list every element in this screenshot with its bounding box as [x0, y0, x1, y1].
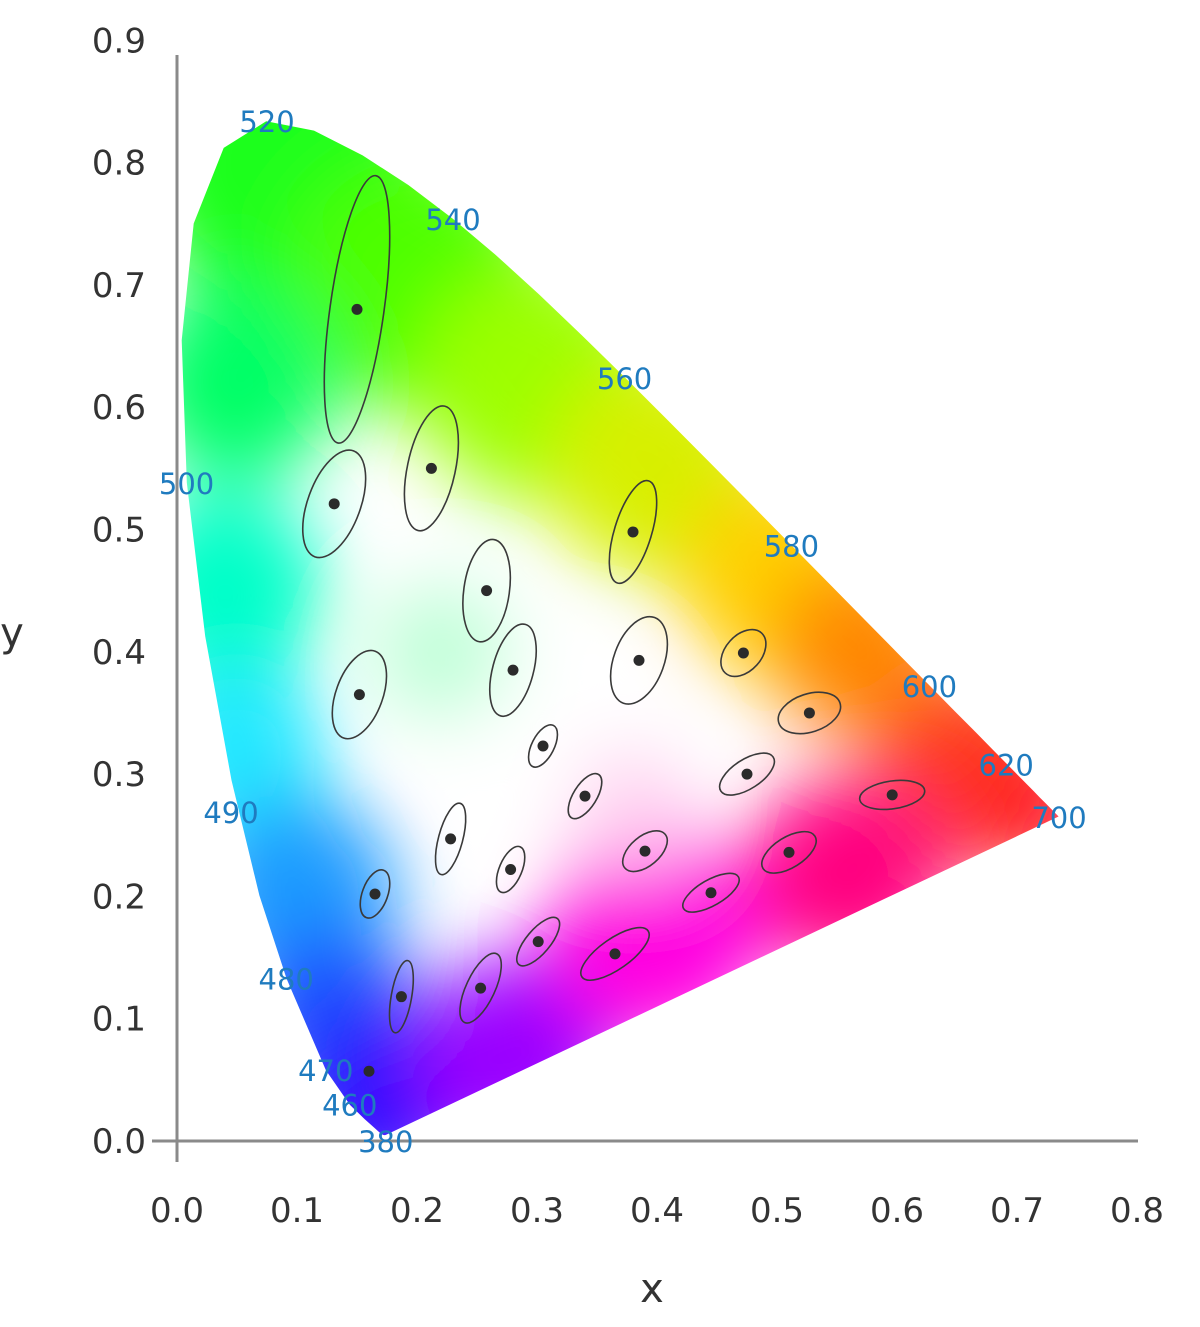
y-tick-label: 0.1: [92, 1000, 146, 1040]
ellipse-center-point: [783, 846, 795, 858]
wavelength-label: 600: [902, 670, 957, 704]
macadam-ellipse: [777, 691, 842, 735]
x-tick-label: 0.3: [510, 1191, 564, 1231]
wavelength-label: 520: [239, 105, 294, 139]
y-tick-label: 0.2: [92, 877, 146, 917]
ellipse-center-point: [425, 462, 437, 474]
ellipse-center-point: [737, 647, 749, 659]
ellipse-center-point: [481, 585, 493, 597]
ellipse-center-point: [741, 768, 753, 780]
wavelength-label: 700: [1031, 801, 1086, 835]
ellipse-center-point: [328, 498, 340, 510]
gamut-color-region: [573, 750, 693, 871]
ellipse-center-point: [445, 833, 457, 845]
ellipse-center-point: [475, 982, 487, 994]
x-tick-label: 0.2: [390, 1191, 444, 1231]
macadam-ellipse: [527, 724, 559, 768]
wavelength-label: 470: [298, 1054, 353, 1088]
ellipse-center-point: [351, 303, 363, 315]
macadam-ellipse: [608, 479, 658, 585]
ellipse-center-point: [633, 654, 645, 666]
macadam-ellipse: [720, 628, 767, 678]
ellipse-center-point: [363, 1065, 375, 1077]
ellipse-center-point: [639, 845, 651, 857]
y-tick-label: 0.4: [92, 633, 146, 673]
macadam-ellipse: [403, 405, 460, 532]
macadam-ellipse: [359, 869, 391, 919]
macadam-ellipse: [459, 952, 503, 1024]
macadam-ellipse: [858, 779, 926, 811]
wavelength-label: 480: [259, 962, 314, 996]
macadam-ellipses: [301, 174, 926, 1077]
wavelength-label: 490: [203, 796, 258, 830]
wavelength-label: 560: [597, 362, 652, 396]
macadam-ellipse: [331, 649, 388, 740]
ellipse-center-point: [532, 936, 544, 948]
ellipse-center-point: [369, 888, 381, 900]
y-tick-label: 0.0: [92, 1122, 146, 1162]
macadam-ellipse: [682, 872, 740, 913]
macadam-ellipse: [567, 772, 603, 820]
macadam-ellipse: [301, 449, 367, 559]
macadam-ellipse: [388, 959, 415, 1034]
ellipse-center-point: [627, 526, 639, 538]
ellipse-center-point: [505, 863, 517, 875]
macadam-ellipse: [761, 830, 817, 874]
ellipse-center-point: [395, 991, 407, 1003]
ellipse-center-point: [705, 887, 717, 899]
ellipse-center-point: [579, 790, 591, 802]
macadam-ellipse: [462, 538, 512, 643]
macadam-ellipse: [323, 174, 391, 444]
ellipse-center-point: [507, 664, 519, 676]
wavelength-label: 540: [425, 203, 480, 237]
macadam-ellipse: [580, 926, 650, 981]
gamut-color-region: [181, 490, 325, 691]
macadam-ellipse: [488, 623, 538, 718]
wavelength-label: 380: [358, 1125, 413, 1159]
macadam-ellipse: [718, 752, 776, 796]
ellipse-center-point: [537, 740, 549, 752]
gamut-color-region: [371, 581, 511, 722]
wavelength-label: 500: [159, 467, 214, 501]
x-tick-label: 0.4: [630, 1191, 684, 1231]
ellipse-center-point: [353, 689, 365, 701]
x-tick-label: 0.0: [150, 1191, 204, 1231]
macadam-ellipse: [609, 615, 669, 705]
wavelength-label: 460: [322, 1088, 377, 1122]
x-tick-label: 0.6: [870, 1191, 924, 1231]
chromaticity-gamut-fill: [181, 121, 1059, 1136]
macadam-ellipse: [434, 802, 467, 876]
x-tick-label: 0.1: [270, 1191, 324, 1231]
ellipse-center-point: [609, 948, 621, 960]
macadam-ellipse: [621, 830, 669, 873]
gamut-color-region: [181, 282, 337, 483]
x-tick-label: 0.8: [1110, 1191, 1164, 1231]
macadam-ellipse: [495, 845, 526, 894]
y-tick-label: 0.8: [92, 144, 146, 184]
y-tick-label: 0.7: [92, 266, 146, 306]
x-tick-label: 0.5: [750, 1191, 804, 1231]
y-tick-label: 0.6: [92, 388, 146, 428]
ellipse-center-point: [803, 707, 815, 719]
ellipse-center-point: [886, 789, 898, 801]
wavelength-label: 580: [764, 529, 819, 563]
axes: 0.0 0.1 0.2 0.3 0.4 0.5 0.6 0.7 0.8 0.0 0.1 0.2 0.3…: [92, 21, 1164, 1231]
y-tick-label: 0.5: [92, 511, 146, 551]
x-tick-label: 0.7: [990, 1191, 1044, 1231]
y-tick-label: 0.9: [92, 21, 146, 61]
y-axis-title: y: [0, 610, 24, 656]
macadam-ellipse: [516, 916, 561, 967]
x-axis-title: x: [640, 1266, 664, 1312]
wavelength-label: 620: [979, 748, 1034, 782]
y-tick-label: 0.3: [92, 755, 146, 795]
